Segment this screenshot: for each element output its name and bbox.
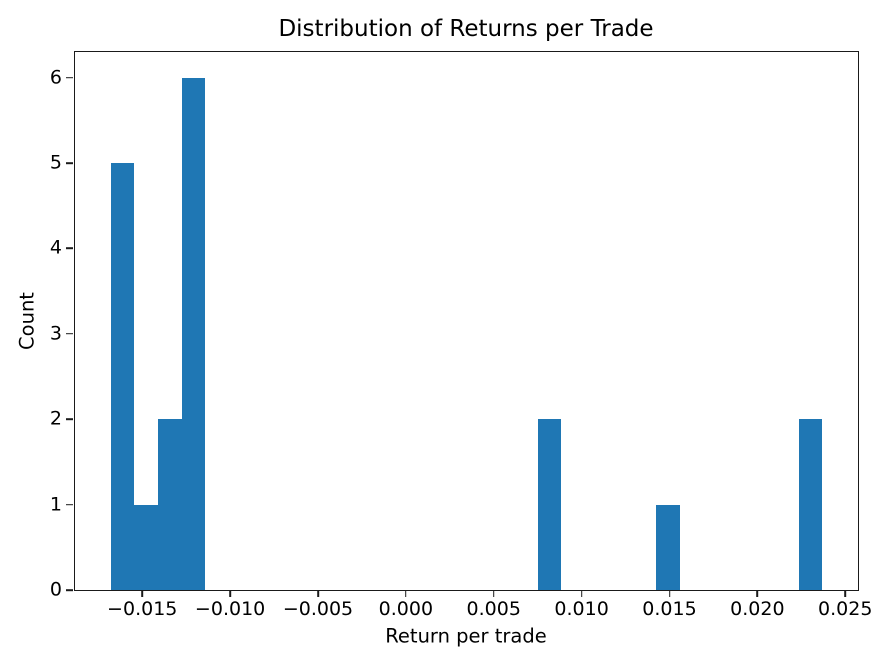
y-tick-mark: [66, 418, 74, 420]
x-axis-label: Return per trade: [385, 624, 547, 648]
x-tick-label: −0.010: [194, 598, 266, 620]
x-tick-label: 0.025: [818, 598, 873, 620]
x-tick-label: 0.005: [466, 598, 521, 620]
x-tick-mark: [756, 590, 759, 597]
x-tick-mark: [492, 590, 495, 597]
y-tick-mark: [66, 333, 74, 335]
histogram-bar: [158, 419, 182, 590]
y-tick-label: 0: [49, 578, 62, 601]
y-tick-label: 1: [49, 493, 62, 516]
histogram-bar: [656, 504, 681, 590]
y-tick-label: 5: [49, 151, 62, 174]
histogram-bar: [798, 419, 823, 590]
histogram-bar: [181, 77, 206, 590]
x-tick-mark: [141, 590, 144, 597]
x-tick-mark: [580, 590, 583, 597]
y-tick-mark: [66, 589, 74, 591]
y-tick-label: 2: [49, 407, 62, 430]
x-tick-mark: [405, 590, 407, 597]
histogram-bar: [537, 419, 562, 590]
x-tick-label: 0.015: [642, 598, 697, 620]
y-tick-mark: [66, 76, 74, 79]
x-tick-label: 0.020: [730, 598, 785, 620]
y-tick-mark: [66, 162, 74, 164]
y-tick-label: 3: [49, 322, 62, 345]
x-tick-label: 0.010: [554, 598, 609, 620]
plot-area: −0.015 −0.010 −0.005 0.000 0.005 0.010 0.015 0.…: [50, 51, 872, 619]
histogram-bar: [110, 163, 135, 590]
x-tick-label: −0.005: [282, 598, 354, 620]
y-tick-mark: [66, 247, 74, 250]
x-tick-mark: [229, 590, 231, 597]
y-tick-label: 4: [49, 236, 62, 259]
histogram-bar: [134, 504, 159, 590]
y-tick-mark: [66, 503, 74, 506]
y-axis-label: Count: [15, 292, 39, 350]
x-tick-mark: [317, 590, 319, 597]
x-tick-mark: [844, 590, 847, 597]
x-tick-label: 0.000: [378, 598, 434, 620]
x-tick-label: −0.015: [107, 598, 178, 620]
x-tick-mark: [668, 590, 671, 597]
y-tick-label: 6: [49, 66, 62, 89]
chart-title: Distribution of Returns per Trade: [278, 16, 654, 42]
